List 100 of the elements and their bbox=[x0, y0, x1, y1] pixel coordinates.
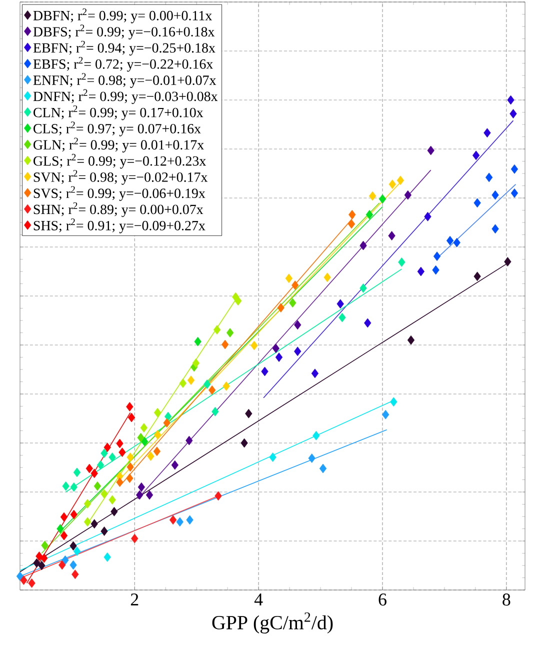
point bbox=[72, 570, 79, 580]
legend-label: SVS; r$^{2}$= 0.99; y=−0.06+0.19x bbox=[34, 186, 206, 201]
legend-label: SVN; r$^{2}$= 0.98; y=−0.02+0.17x bbox=[34, 170, 208, 185]
point bbox=[432, 265, 440, 275]
point bbox=[73, 546, 81, 556]
point bbox=[319, 464, 327, 474]
point bbox=[285, 274, 292, 284]
x-tick-label: 8 bbox=[502, 594, 510, 606]
point bbox=[294, 320, 302, 330]
point bbox=[118, 448, 126, 458]
point bbox=[250, 340, 258, 350]
point bbox=[164, 412, 172, 422]
point bbox=[360, 240, 367, 250]
point bbox=[116, 438, 124, 448]
point bbox=[404, 190, 412, 200]
point bbox=[382, 410, 390, 420]
point bbox=[62, 555, 69, 565]
point bbox=[104, 552, 111, 562]
legend-label: CLN; r$^{2}$= 0.99; y= 0.17+0.10x bbox=[34, 105, 204, 120]
point bbox=[507, 95, 514, 105]
point bbox=[204, 379, 211, 389]
legend-label: EBFN; r$^{2}$= 0.94; y=−0.25+0.18x bbox=[33, 40, 216, 56]
point bbox=[360, 283, 367, 293]
point bbox=[212, 406, 219, 416]
point bbox=[275, 352, 283, 362]
point bbox=[407, 335, 415, 345]
point bbox=[336, 299, 344, 309]
point bbox=[70, 560, 77, 570]
point bbox=[60, 512, 68, 522]
point bbox=[311, 368, 319, 378]
point bbox=[486, 172, 493, 182]
point bbox=[272, 344, 280, 354]
point bbox=[90, 468, 98, 478]
point bbox=[289, 298, 296, 308]
point bbox=[222, 381, 230, 391]
point bbox=[70, 541, 77, 551]
point bbox=[147, 452, 154, 461]
point bbox=[388, 180, 396, 189]
point bbox=[453, 238, 460, 248]
point bbox=[417, 266, 424, 276]
point bbox=[433, 252, 441, 262]
point bbox=[292, 280, 299, 290]
point bbox=[126, 452, 134, 462]
point bbox=[58, 560, 66, 570]
x-tick-label: 2 bbox=[130, 594, 138, 606]
point bbox=[41, 540, 48, 550]
point bbox=[104, 442, 111, 452]
point bbox=[474, 198, 481, 208]
point bbox=[187, 376, 195, 385]
point bbox=[504, 256, 512, 266]
point bbox=[378, 194, 386, 204]
point bbox=[33, 558, 40, 568]
point bbox=[84, 499, 92, 508]
point bbox=[90, 519, 98, 529]
point bbox=[154, 430, 162, 440]
point bbox=[348, 219, 356, 229]
point bbox=[100, 526, 108, 536]
point bbox=[446, 236, 454, 246]
point bbox=[153, 446, 161, 456]
point bbox=[176, 517, 184, 527]
point bbox=[324, 272, 331, 282]
point bbox=[100, 489, 108, 499]
point bbox=[84, 517, 92, 527]
point bbox=[128, 412, 136, 422]
point bbox=[116, 478, 124, 487]
legend-label: CLS; r$^{2}$= 0.97; y= 0.07+0.16x bbox=[34, 122, 201, 136]
point bbox=[492, 190, 499, 200]
point bbox=[388, 231, 396, 240]
point bbox=[126, 462, 134, 472]
point bbox=[277, 303, 284, 312]
point bbox=[38, 560, 46, 570]
point bbox=[510, 164, 518, 174]
point bbox=[100, 448, 108, 458]
point bbox=[472, 150, 480, 160]
point bbox=[240, 438, 248, 448]
legend-label: GLS; r$^{2}$= 0.99; y=−0.12+0.23x bbox=[34, 154, 206, 169]
point bbox=[96, 460, 104, 470]
point bbox=[222, 340, 229, 350]
point bbox=[86, 464, 93, 474]
point bbox=[169, 515, 177, 525]
point bbox=[424, 212, 432, 222]
point bbox=[234, 296, 242, 306]
point bbox=[214, 491, 222, 501]
point bbox=[94, 481, 102, 491]
point bbox=[261, 366, 268, 376]
point bbox=[56, 524, 64, 534]
point bbox=[348, 210, 356, 220]
point bbox=[36, 551, 43, 561]
point bbox=[192, 358, 200, 368]
point bbox=[308, 453, 316, 463]
point bbox=[73, 468, 81, 478]
point bbox=[140, 423, 148, 433]
legend-label: EBFS; r$^{2}$= 0.72; y=−0.22+0.16x bbox=[33, 56, 214, 72]
point bbox=[62, 481, 70, 491]
point bbox=[208, 385, 216, 395]
legend-label: DBFN; r$^{2}$= 0.99; y= 0.00+0.11x bbox=[33, 8, 212, 24]
point bbox=[70, 510, 78, 520]
point bbox=[179, 378, 187, 388]
point bbox=[245, 408, 252, 418]
legend-label: SHN; r$^{2}$= 0.89; y= 0.00+0.07x bbox=[34, 202, 204, 218]
